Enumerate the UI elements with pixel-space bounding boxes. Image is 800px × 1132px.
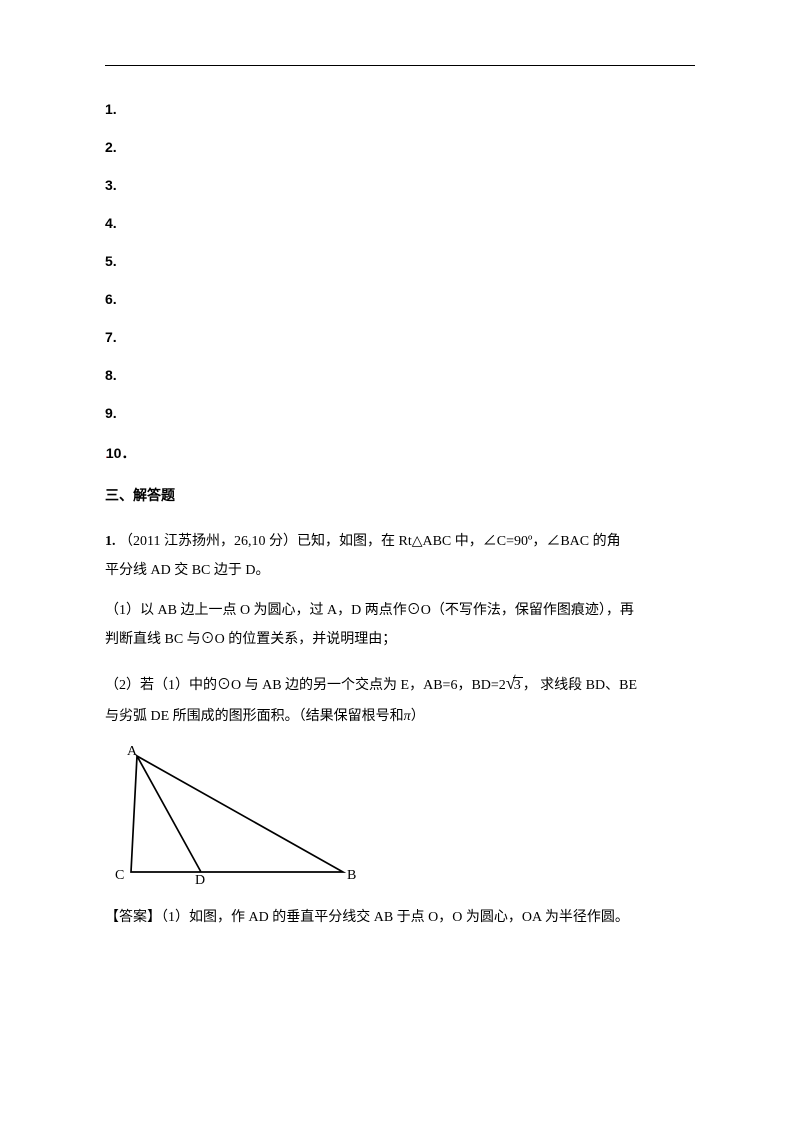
sub1-line2: 判断直线 BC 与⊙O 的位置关系，并说明理由； [105,632,396,647]
problem-line1: 已知，如图，在 Rt△ABC 中，∠C=90º，∠BAC 的角 [297,534,621,549]
sub2-before-sqrt: （2）若（1）中的⊙O 与 AB 边的另一个交点为 E，AB=6，BD=2 [105,678,506,693]
problem-number: 1. [105,534,116,549]
sub2-after-sqrt: ， 求线段 BD、BE [523,678,637,693]
list-item-2: 2. [105,139,695,155]
page-container: 1. 2. 3. 4. 5. 6. 7. 8. 9. .10． 三、解答题 1.… [0,0,800,992]
vertex-label-d: D [195,873,205,886]
top-horizontal-rule [105,65,695,66]
answer-text-content: （1）如图，作 AD 的垂直平分线交 AB 于点 O，O 为圆心，OA 为半径作… [161,910,629,925]
list-item-9: 9. [105,405,695,421]
sqrt-expression: √3 [506,665,523,703]
vertex-label-b: B [347,868,356,883]
triangle-figure: A C D B [105,744,695,891]
section-header: 三、解答题 [105,485,695,505]
sub1-line1: （1）以 AB 边上一点 O 为圆心，过 A，D 两点作⊙O（不写作法，保留作图… [105,603,634,618]
sub-problem-2: （2）若（1）中的⊙O 与 AB 边的另一个交点为 E，AB=6，BD=2√3，… [105,665,695,732]
sub2-line2-before-pi: 与劣弧 DE 所围成的图形面积。（结果保留根号和 [105,709,404,724]
list-item-1: 1. [105,101,695,117]
sqrt-radicand: 3 [513,677,523,693]
vertex-label-a: A [127,744,138,759]
list-item-3: 3. [105,177,695,193]
vertex-label-c: C [115,868,124,883]
triangle-path [131,756,343,872]
list-item-8: 8. [105,367,695,383]
list-item-10: .10． [105,443,695,463]
list-item-4: 4. [105,215,695,231]
pi-symbol: π [404,709,411,724]
list-item-7: 7. [105,329,695,345]
sub-problem-1: （1）以 AB 边上一点 O 为圆心，过 A，D 两点作⊙O（不写作法，保留作图… [105,596,695,655]
answer-block: 【答案】（1）如图，作 AD 的垂直平分线交 AB 于点 O，O 为圆心，OA … [105,903,695,932]
sub2-line2-after-pi: ） [411,709,425,724]
list-item-10-label: 10． [106,445,136,461]
list-item-5: 5. [105,253,695,269]
problem-source: （2011 江苏扬州，26,10 分） [119,534,297,549]
problem-line2: 平分线 AD 交 BC 边于 D。 [105,563,270,578]
answer-label: 【答案】 [105,910,161,925]
list-item-6: 6. [105,291,695,307]
problem-statement: 1. （2011 江苏扬州，26,10 分）已知，如图，在 Rt△ABC 中，∠… [105,527,695,586]
triangle-svg: A C D B [105,744,359,886]
